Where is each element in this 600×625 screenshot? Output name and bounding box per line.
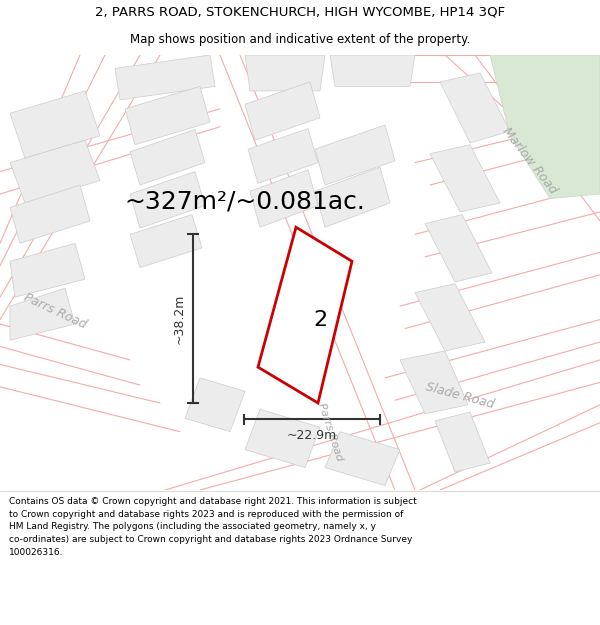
Polygon shape (248, 129, 318, 183)
Text: Parrs Road: Parrs Road (316, 401, 344, 462)
Polygon shape (10, 185, 90, 243)
Text: Marlow Road: Marlow Road (500, 125, 560, 197)
Polygon shape (10, 140, 100, 203)
Polygon shape (400, 351, 468, 414)
Polygon shape (325, 432, 400, 486)
Polygon shape (130, 172, 205, 228)
Polygon shape (250, 170, 318, 227)
Polygon shape (440, 73, 510, 143)
Text: ~22.9m: ~22.9m (287, 429, 337, 442)
Text: Slade Road: Slade Road (424, 381, 496, 411)
Polygon shape (258, 228, 352, 403)
Polygon shape (490, 55, 600, 199)
Polygon shape (10, 91, 100, 158)
Polygon shape (245, 409, 320, 468)
Text: Parrs Road: Parrs Road (22, 291, 88, 331)
Text: 2: 2 (313, 309, 327, 329)
Polygon shape (10, 243, 85, 297)
Text: Map shows position and indicative extent of the property.: Map shows position and indicative extent… (130, 33, 470, 46)
Polygon shape (435, 412, 490, 472)
Text: ~38.2m: ~38.2m (173, 294, 185, 344)
Polygon shape (330, 55, 415, 86)
Polygon shape (430, 145, 500, 212)
Polygon shape (185, 378, 245, 432)
Polygon shape (130, 214, 202, 268)
Polygon shape (415, 284, 485, 351)
Text: Contains OS data © Crown copyright and database right 2021. This information is : Contains OS data © Crown copyright and d… (9, 497, 417, 557)
Polygon shape (315, 167, 390, 228)
Text: 2, PARRS ROAD, STOKENCHURCH, HIGH WYCOMBE, HP14 3QF: 2, PARRS ROAD, STOKENCHURCH, HIGH WYCOMB… (95, 6, 505, 19)
Polygon shape (425, 214, 492, 282)
Polygon shape (10, 288, 75, 340)
Polygon shape (115, 55, 215, 100)
Polygon shape (125, 86, 210, 145)
Polygon shape (130, 129, 205, 185)
Polygon shape (315, 125, 395, 185)
Polygon shape (245, 82, 320, 140)
Polygon shape (245, 55, 325, 91)
Text: ~327m²/~0.081ac.: ~327m²/~0.081ac. (125, 189, 365, 213)
